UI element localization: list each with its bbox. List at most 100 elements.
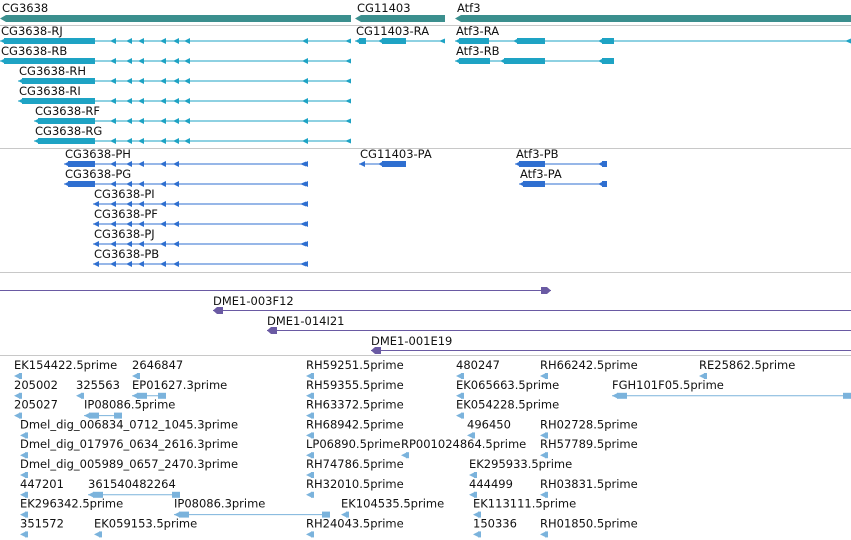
transcript-feature[interactable]: CG3638-RF: [34, 104, 351, 124]
est-feature[interactable]: RH59355.5prime: [306, 378, 404, 399]
est-strand-icon: [469, 491, 475, 498]
est-feature[interactable]: RH68942.5prime: [306, 417, 404, 439]
exon-strand-icon: [160, 138, 166, 144]
protein-feature[interactable]: CG3638-PH: [64, 147, 308, 167]
gene-label: Atf3: [457, 1, 481, 15]
est-feature[interactable]: 150336: [473, 516, 517, 538]
transcript-feature[interactable]: CG3638-RJ: [0, 24, 351, 44]
transcript-feature[interactable]: CG3638-RI: [18, 84, 351, 104]
est-block: [545, 452, 548, 459]
est-feature[interactable]: 205002: [14, 378, 58, 399]
est-strand-icon: [14, 412, 20, 419]
protein-feature[interactable]: CG3638-PJ: [93, 227, 308, 247]
est-feature[interactable]: 361540482264: [88, 477, 180, 498]
protein-feature-label: CG3638-PI: [94, 187, 155, 201]
est-feature[interactable]: 480247: [456, 358, 500, 379]
est-feature[interactable]: EK065663.5prime: [456, 378, 559, 399]
gene-feature[interactable]: CG11403: [355, 1, 445, 22]
est-feature[interactable]: EK113111.5prime: [473, 497, 576, 518]
est-feature[interactable]: RH59251.5prime: [306, 358, 404, 379]
exon-strand-icon: [173, 241, 179, 247]
exon-strand-icon: [110, 221, 116, 227]
est-label: 496450: [467, 417, 511, 431]
exon-strand-icon: [455, 38, 461, 44]
est-feature[interactable]: FGH101F05.5prime: [612, 378, 851, 399]
est-feature[interactable]: EK154422.5prime: [14, 358, 117, 379]
est-feature[interactable]: RP001024864.5prime: [401, 437, 526, 459]
est-feature[interactable]: RH01850.5prime: [540, 516, 638, 538]
est-feature[interactable]: RH66242.5prime: [540, 358, 638, 379]
est-feature[interactable]: EK104535.5prime: [341, 497, 444, 518]
transcript-feature[interactable]: Atf3-RA: [455, 24, 851, 44]
gene-feature[interactable]: CG3638: [0, 1, 351, 22]
est-block: [311, 432, 314, 439]
clone-feature[interactable]: DME1-014I21: [267, 314, 851, 334]
protein-feature[interactable]: CG3638-PI: [93, 187, 308, 207]
est-feature[interactable]: 447201: [20, 477, 64, 498]
transcript-feature[interactable]: CG3638-RH: [18, 64, 351, 84]
exon-block: [4, 58, 95, 64]
est-feature[interactable]: Dmel_dig_005989_0657_2470.3prime: [20, 457, 238, 478]
protein-feature[interactable]: Atf3-PA: [519, 167, 607, 187]
est-label: RH63372.5prime: [306, 398, 404, 412]
est-feature[interactable]: 325563: [76, 378, 120, 399]
est-feature[interactable]: EK295933.5prime: [469, 457, 572, 478]
est-feature[interactable]: RH57789.5prime: [540, 437, 638, 459]
est-feature[interactable]: IP08086.3prime: [174, 497, 330, 518]
gene-feature[interactable]: Atf3: [455, 1, 851, 22]
protein-feature[interactable]: CG3638-PF: [93, 207, 308, 227]
est-feature[interactable]: EK059153.5prime: [94, 516, 197, 538]
est-feature[interactable]: 2646847: [132, 358, 183, 379]
est-feature[interactable]: RH74786.5prime: [306, 457, 404, 478]
est-label: RH02728.5prime: [540, 417, 638, 431]
exon-strand-icon: [0, 38, 6, 44]
est-block: [617, 392, 627, 399]
protein-feature[interactable]: Atf3-PB: [515, 147, 607, 167]
est-feature[interactable]: Dmel_dig_017976_0634_2616.3prime: [20, 437, 238, 459]
est-feature[interactable]: Dmel_dig_006834_0712_1045.3prime: [20, 417, 238, 439]
clone-feature[interactable]: DME1-001E19: [371, 334, 851, 354]
est-feature[interactable]: RH63372.5prime: [306, 398, 404, 419]
transcript-feature[interactable]: CG3638-RG: [34, 124, 351, 144]
est-label: 325563: [76, 378, 120, 392]
est-feature[interactable]: IP08086.5prime: [84, 398, 175, 419]
protein-feature[interactable]: CG3638-PB: [93, 247, 308, 267]
exon-strand-icon: [138, 38, 144, 44]
est-strand-icon: [401, 452, 407, 459]
est-label: 351572: [20, 516, 64, 530]
gene-strand-icon: [455, 15, 461, 22]
protein-feature[interactable]: CG11403-PA: [359, 147, 432, 167]
protein-feature[interactable]: CG3638-PG: [64, 167, 308, 187]
est-label: RH68942.5prime: [306, 417, 404, 431]
est-feature[interactable]: 444499: [469, 477, 513, 498]
clone-feature[interactable]: [0, 287, 551, 294]
est-feature[interactable]: RH02728.5prime: [540, 417, 638, 439]
est-strand-icon: [456, 392, 462, 399]
est-feature[interactable]: RH32010.5prime: [306, 477, 404, 498]
exon-strand-icon: [160, 118, 166, 124]
est-block: [137, 373, 140, 379]
est-feature[interactable]: RH03831.5prime: [540, 477, 638, 498]
est-feature[interactable]: EP01627.3prime: [132, 378, 227, 399]
est-feature[interactable]: 351572: [20, 516, 64, 538]
transcript-feature[interactable]: CG11403-RA: [355, 24, 445, 44]
strand-arrow-icon: [345, 98, 351, 104]
est-strand-icon: [306, 452, 312, 459]
transcript-feature-label: CG3638-RG: [35, 124, 102, 138]
est-label: RH66242.5prime: [540, 358, 638, 372]
est-feature[interactable]: 205027: [14, 398, 58, 419]
exon-strand-icon: [184, 38, 190, 44]
clone-feature[interactable]: DME1-003F12: [213, 294, 851, 314]
est-feature[interactable]: LP06890.5prime: [306, 437, 400, 459]
gene-strand-icon: [355, 15, 361, 22]
transcript-feature[interactable]: Atf3-RB: [455, 44, 614, 64]
exon-strand-icon: [355, 38, 361, 44]
est-strand-icon: [306, 412, 312, 419]
est-feature[interactable]: EK296342.5prime: [20, 497, 123, 518]
est-feature[interactable]: RH24043.5prime: [306, 516, 404, 538]
est-feature[interactable]: EK054228.5prime: [456, 398, 559, 419]
est-block: [545, 373, 548, 379]
est-feature[interactable]: 496450: [467, 417, 511, 439]
est-feature[interactable]: RE25862.5prime: [699, 358, 795, 379]
transcript-feature[interactable]: CG3638-RB: [0, 44, 351, 64]
